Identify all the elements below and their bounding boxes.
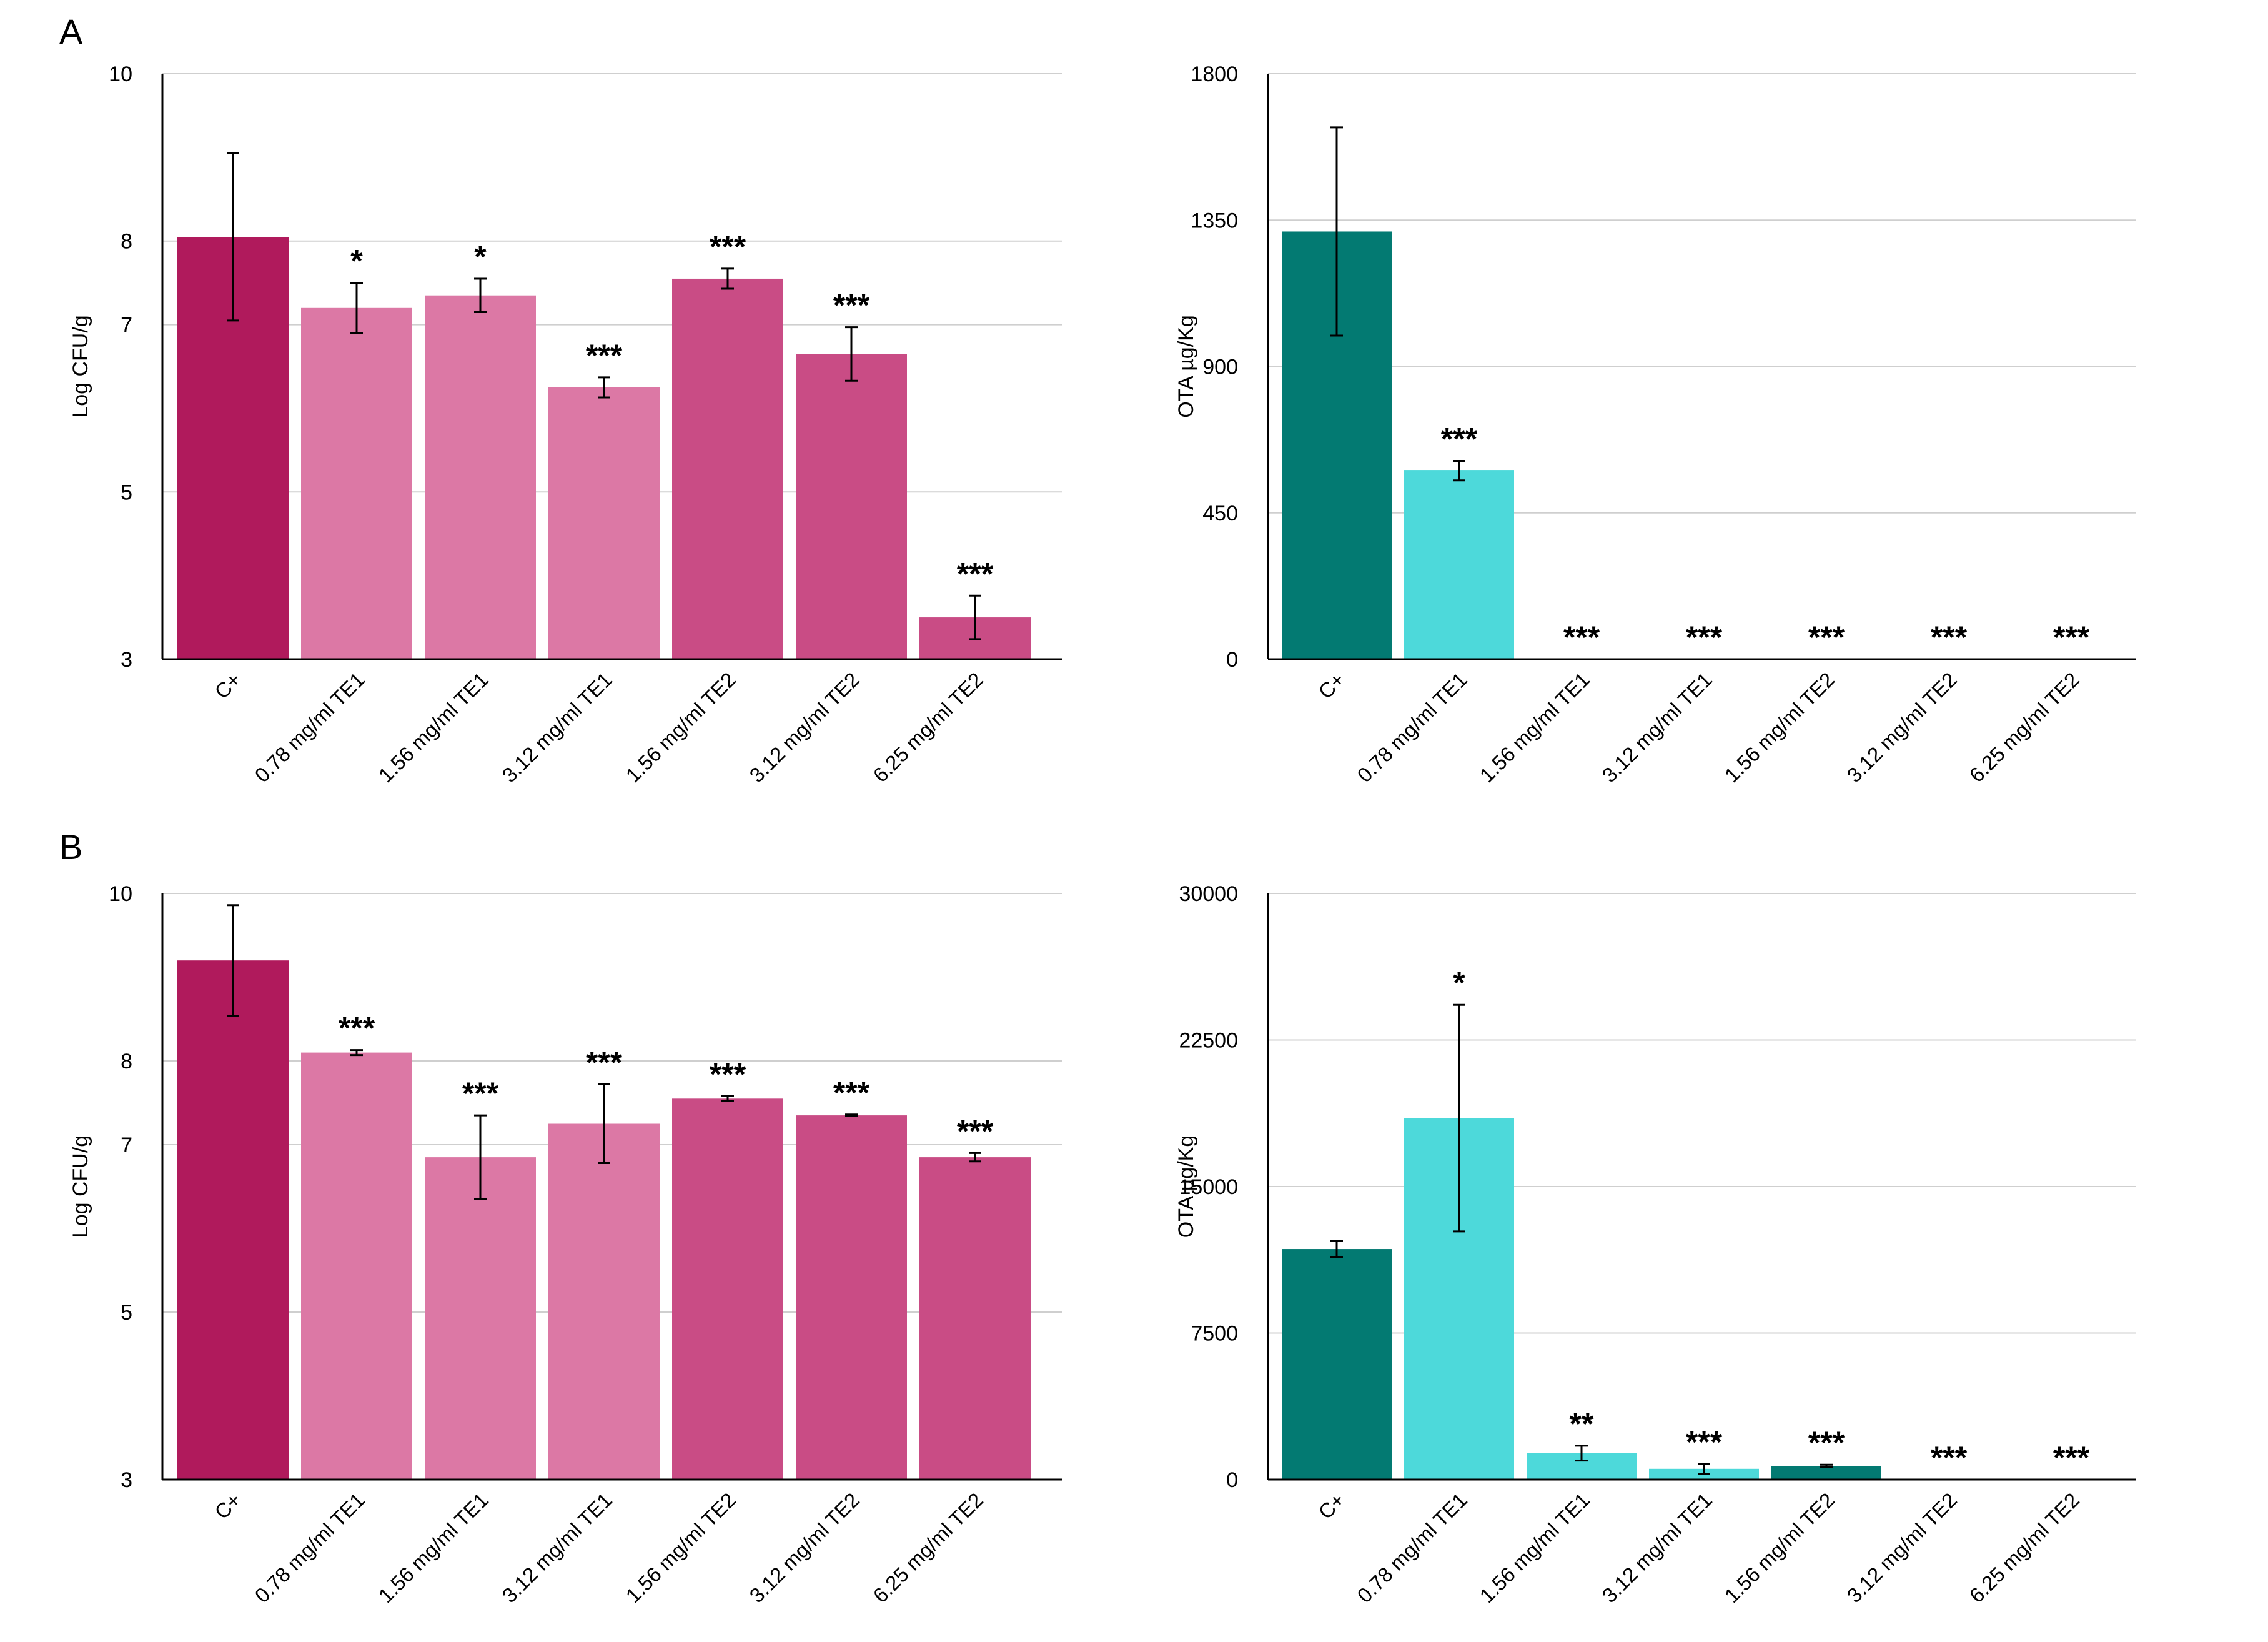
y-axis-title: Log CFU/g: [69, 315, 92, 417]
bar: [548, 387, 660, 659]
y-tick-label: 1350: [1191, 209, 1238, 232]
bar: [919, 1157, 1031, 1480]
significance-label: ***: [1808, 1425, 1845, 1460]
significance-label: *: [350, 244, 363, 279]
significance-label: *: [474, 239, 487, 274]
y-axis-title: OTA µg/Kg: [1174, 315, 1198, 417]
significance-label: ***: [957, 1113, 994, 1148]
y-tick-label: 3: [121, 648, 132, 672]
bar: [1404, 470, 1514, 659]
y-tick-label: 7: [121, 314, 132, 337]
bar: [548, 1123, 660, 1480]
y-tick-label: 8: [121, 230, 132, 254]
bar: [177, 960, 289, 1480]
y-tick-label: 1800: [1191, 62, 1238, 86]
y-tick-label: 10: [109, 62, 132, 86]
significance-label: ***: [833, 288, 870, 323]
significance-label: ***: [339, 1011, 375, 1046]
significance-label: ***: [710, 229, 746, 264]
y-tick-label: 900: [1202, 356, 1238, 379]
significance-label: ***: [586, 338, 623, 373]
bar: [1282, 1249, 1392, 1480]
y-tick-label: 10: [109, 882, 132, 906]
significance-label: ***: [2053, 1440, 2090, 1475]
y-tick-label: 7500: [1191, 1322, 1238, 1346]
bar: [672, 278, 783, 659]
y-tick-label: 3: [121, 1468, 132, 1492]
y-tick-label: 22500: [1179, 1029, 1238, 1053]
significance-label: ***: [1686, 1425, 1723, 1460]
bar: [425, 295, 536, 659]
panel-label-b: B: [59, 827, 82, 867]
y-tick-label: 0: [1226, 1468, 1238, 1492]
significance-label: ***: [2053, 620, 2090, 655]
significance-label: **: [1570, 1406, 1594, 1441]
y-tick-label: 5: [121, 480, 132, 504]
bar: [672, 1098, 783, 1480]
significance-label: ***: [833, 1075, 870, 1110]
y-tick-label: 5: [121, 1301, 132, 1325]
significance-label: ***: [1686, 620, 1723, 655]
bar: [425, 1157, 536, 1480]
significance-label: *: [1453, 965, 1465, 1000]
y-tick-label: 30000: [1179, 882, 1238, 906]
y-axis-title: Log CFU/g: [69, 1135, 92, 1238]
bar: [1771, 1466, 1881, 1480]
y-tick-label: 0: [1226, 648, 1238, 672]
significance-label: ***: [957, 556, 994, 591]
y-axis-title: OTA µg/Kg: [1174, 1135, 1198, 1238]
significance-label: ***: [1441, 421, 1478, 456]
bar: [301, 307, 412, 659]
significance-label: ***: [1931, 1440, 1968, 1475]
significance-label: ***: [1808, 620, 1845, 655]
significance-label: ***: [586, 1045, 623, 1080]
bar: [796, 354, 907, 659]
significance-label: ***: [1931, 620, 1968, 655]
y-tick-label: 8: [121, 1050, 132, 1073]
bar: [796, 1115, 907, 1480]
y-tick-label: 450: [1202, 502, 1238, 525]
y-tick-label: 7: [121, 1133, 132, 1157]
significance-label: ***: [1563, 620, 1600, 655]
y-tick-label: 15000: [1179, 1175, 1238, 1199]
significance-label: ***: [710, 1057, 746, 1092]
significance-label: ***: [462, 1076, 499, 1111]
panel-label-a: A: [59, 12, 83, 51]
bar: [301, 1052, 412, 1480]
